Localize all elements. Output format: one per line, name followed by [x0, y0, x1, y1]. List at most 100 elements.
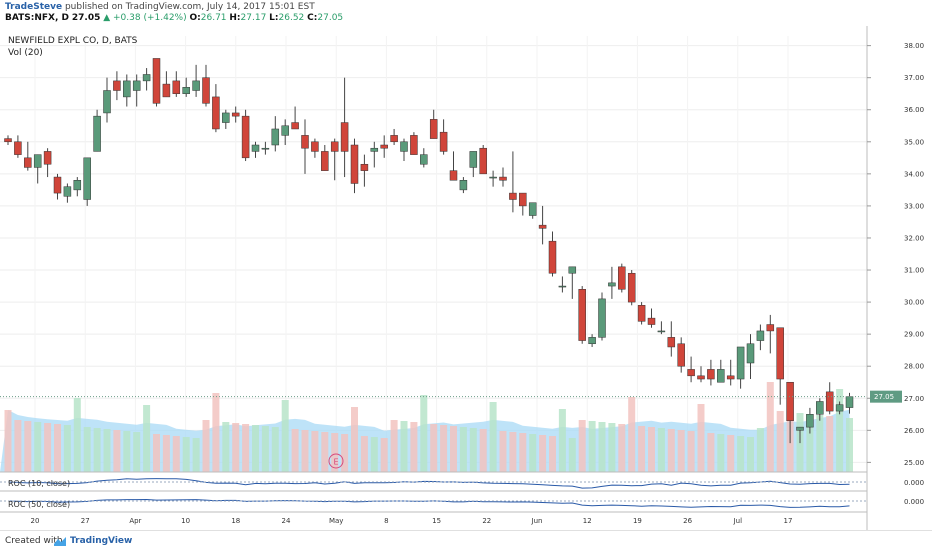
candle[interactable]: [132, 74, 141, 107]
candle[interactable]: [509, 151, 517, 213]
candle[interactable]: [251, 141, 260, 158]
author-link[interactable]: TradeSteve: [5, 2, 63, 12]
candle[interactable]: [113, 71, 121, 101]
candle[interactable]: [746, 334, 755, 380]
time-tick-label: 10: [181, 517, 190, 525]
time-tick-label: 12: [583, 517, 592, 525]
candle[interactable]: [598, 292, 606, 341]
candle[interactable]: [390, 128, 398, 145]
candle[interactable]: [667, 321, 676, 357]
candle[interactable]: [162, 71, 171, 98]
candle[interactable]: [420, 148, 428, 168]
candle[interactable]: [370, 141, 379, 168]
candle[interactable]: [410, 132, 418, 155]
candlestick-series[interactable]: [4, 58, 854, 444]
candle[interactable]: [558, 276, 567, 293]
candle[interactable]: [519, 192, 527, 216]
candle[interactable]: [835, 401, 844, 415]
candle[interactable]: [182, 77, 190, 97]
candle[interactable]: [697, 366, 705, 383]
candle[interactable]: [152, 58, 161, 107]
candle[interactable]: [301, 119, 309, 174]
time-tick-label: Jul: [733, 517, 743, 525]
candle[interactable]: [311, 138, 319, 158]
candle[interactable]: [687, 356, 695, 383]
volume-bars: [4, 382, 853, 472]
earnings-marker[interactable]: E: [328, 453, 344, 469]
candle[interactable]: [707, 359, 715, 386]
candle[interactable]: [608, 266, 616, 299]
candle[interactable]: [4, 135, 12, 145]
candle[interactable]: [796, 426, 804, 444]
candle[interactable]: [548, 231, 557, 277]
time-axis[interactable]: 20 27 Apr 10 18 24 May 8 15 22 Jun 12 19 26 Jul 17: [31, 517, 793, 525]
candle-body: [271, 128, 280, 146]
candle[interactable]: [380, 135, 388, 158]
candle[interactable]: [439, 119, 448, 155]
candle[interactable]: [321, 145, 329, 171]
candle[interactable]: [726, 359, 735, 386]
candle[interactable]: [568, 266, 577, 299]
candle[interactable]: [281, 119, 289, 145]
candle[interactable]: [53, 173, 62, 200]
candle[interactable]: [588, 334, 596, 347]
price-tick-label: 27.00: [904, 395, 924, 403]
candle[interactable]: [231, 106, 240, 123]
candle[interactable]: [123, 74, 131, 107]
candle[interactable]: [400, 138, 408, 162]
candle[interactable]: [212, 84, 220, 133]
candle[interactable]: [63, 183, 72, 203]
candle[interactable]: [736, 346, 745, 389]
candle[interactable]: [429, 109, 438, 139]
candle[interactable]: [647, 308, 656, 328]
candle[interactable]: [776, 327, 784, 405]
candle[interactable]: [637, 302, 646, 325]
candle[interactable]: [291, 106, 299, 130]
candle[interactable]: [756, 324, 765, 351]
tradingview-brand-link[interactable]: TradingView: [70, 536, 133, 546]
candle[interactable]: [103, 77, 111, 123]
candle[interactable]: [766, 314, 775, 354]
candle[interactable]: [578, 286, 586, 344]
candle[interactable]: [73, 177, 82, 197]
candle[interactable]: [172, 71, 181, 97]
price-axis[interactable]: 38.00 37.00 36.00 35.00 34.00 33.00 32.00 31.00…: [867, 42, 924, 467]
candle[interactable]: [202, 64, 210, 107]
candle[interactable]: [479, 145, 487, 175]
candle[interactable]: [340, 77, 349, 178]
candle[interactable]: [43, 148, 52, 178]
candle[interactable]: [459, 177, 468, 194]
candle-body: [400, 141, 408, 152]
candle[interactable]: [657, 321, 666, 335]
volume-bar: [519, 433, 527, 472]
candle[interactable]: [350, 138, 359, 194]
candle[interactable]: [330, 138, 339, 181]
candle[interactable]: [825, 382, 834, 415]
candle[interactable]: [627, 270, 636, 306]
candle[interactable]: [489, 170, 497, 187]
candle[interactable]: [806, 407, 814, 434]
candle[interactable]: [83, 157, 91, 206]
candle[interactable]: [261, 141, 270, 155]
candle[interactable]: [33, 154, 42, 184]
candle[interactable]: [142, 68, 151, 91]
candle[interactable]: [192, 64, 200, 97]
candle[interactable]: [499, 167, 507, 187]
candle[interactable]: [538, 205, 547, 245]
candle[interactable]: [271, 116, 280, 152]
candle[interactable]: [93, 109, 101, 152]
candle[interactable]: [24, 141, 32, 171]
candle[interactable]: [469, 151, 478, 178]
candle[interactable]: [241, 109, 250, 162]
candle[interactable]: [528, 202, 537, 219]
price-chart[interactable]: E NEWFIELD EXPL CO, D, BATS Vol (20) ROC…: [0, 26, 932, 530]
candle[interactable]: [786, 381, 794, 444]
candle[interactable]: [14, 135, 22, 158]
candle[interactable]: [449, 151, 458, 181]
candle[interactable]: [222, 109, 230, 129]
candle[interactable]: [618, 263, 626, 293]
candle[interactable]: [360, 154, 369, 187]
candle[interactable]: [816, 398, 824, 421]
candle[interactable]: [717, 359, 725, 383]
candle[interactable]: [677, 337, 685, 373]
